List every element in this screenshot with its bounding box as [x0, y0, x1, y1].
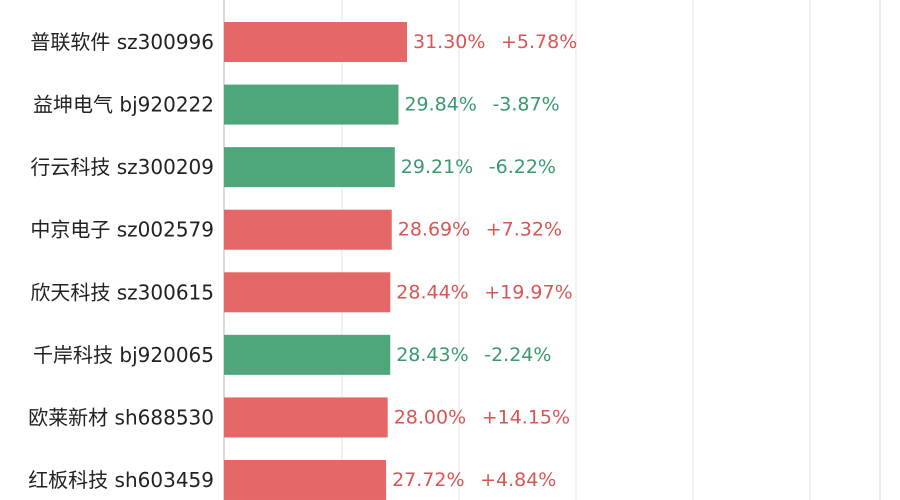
category-label: 欧莱新材 sh688530 — [28, 405, 214, 429]
value-label: 28.43% — [396, 344, 468, 366]
value-label: 27.72% — [392, 469, 464, 491]
value-label: 29.21% — [401, 156, 473, 178]
bar — [224, 84, 399, 125]
category-label: 行云科技 sz300209 — [30, 155, 214, 179]
bar — [224, 272, 391, 313]
change-label: +14.15% — [482, 406, 570, 428]
bar — [224, 147, 395, 188]
bar — [224, 22, 407, 62]
change-label: +5.78% — [501, 31, 577, 53]
category-label: 欣天科技 sz300615 — [30, 280, 214, 304]
category-label: 中京电子 sz002579 — [30, 218, 214, 242]
change-label: -3.87% — [492, 94, 559, 116]
bar — [224, 459, 387, 500]
labels: 普联软件 sz300996 31.30% +5.78% 益坤电气 bj920222 29… — [28, 30, 577, 492]
bars — [224, 22, 407, 500]
bar — [224, 209, 392, 250]
change-label: +19.97% — [484, 281, 572, 303]
category-label: 千岸科技 bj920065 — [33, 343, 214, 367]
value-label: 28.00% — [394, 406, 466, 428]
value-label: 29.84% — [404, 94, 476, 116]
category-label: 普联软件 sz300996 — [30, 30, 214, 54]
change-label: +7.32% — [486, 219, 562, 241]
category-label: 红板科技 sh603459 — [28, 468, 214, 492]
change-label: +4.84% — [480, 469, 556, 491]
change-label: -2.24% — [484, 344, 551, 366]
value-label: 28.69% — [398, 219, 470, 241]
bar — [224, 397, 388, 438]
category-label: 益坤电气 bj920222 — [33, 93, 214, 117]
value-label: 28.44% — [396, 281, 468, 303]
change-label: -6.22% — [489, 156, 556, 178]
bar — [224, 334, 391, 375]
value-label: 31.30% — [413, 31, 485, 53]
